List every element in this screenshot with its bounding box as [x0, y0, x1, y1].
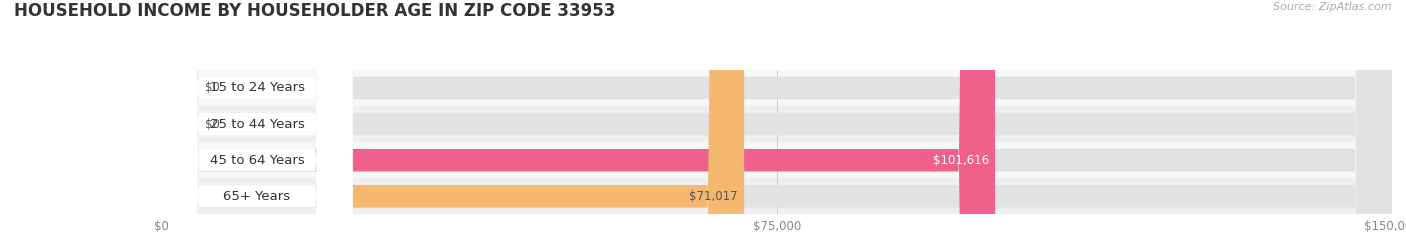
Text: Source: ZipAtlas.com: Source: ZipAtlas.com [1274, 2, 1392, 12]
Bar [162, 70, 1392, 106]
Text: $0: $0 [205, 82, 219, 94]
Text: HOUSEHOLD INCOME BY HOUSEHOLDER AGE IN ZIP CODE 33953: HOUSEHOLD INCOME BY HOUSEHOLDER AGE IN Z… [14, 2, 616, 20]
Bar [162, 106, 1392, 142]
FancyBboxPatch shape [162, 0, 353, 233]
FancyBboxPatch shape [162, 0, 995, 233]
Text: $0: $0 [205, 118, 219, 130]
Text: $71,017: $71,017 [689, 190, 738, 203]
Bar [162, 142, 1392, 178]
FancyBboxPatch shape [156, 0, 198, 233]
FancyBboxPatch shape [162, 0, 353, 233]
FancyBboxPatch shape [156, 0, 198, 233]
Text: 65+ Years: 65+ Years [224, 190, 291, 203]
FancyBboxPatch shape [162, 0, 353, 233]
Text: $101,616: $101,616 [932, 154, 988, 167]
FancyBboxPatch shape [162, 0, 744, 233]
FancyBboxPatch shape [162, 0, 1392, 233]
Text: 45 to 64 Years: 45 to 64 Years [209, 154, 305, 167]
FancyBboxPatch shape [162, 0, 1392, 233]
FancyBboxPatch shape [162, 0, 1392, 233]
Text: 25 to 44 Years: 25 to 44 Years [209, 118, 305, 130]
FancyBboxPatch shape [162, 0, 353, 233]
FancyBboxPatch shape [162, 0, 1392, 233]
Bar [162, 178, 1392, 214]
Text: 15 to 24 Years: 15 to 24 Years [209, 82, 305, 94]
